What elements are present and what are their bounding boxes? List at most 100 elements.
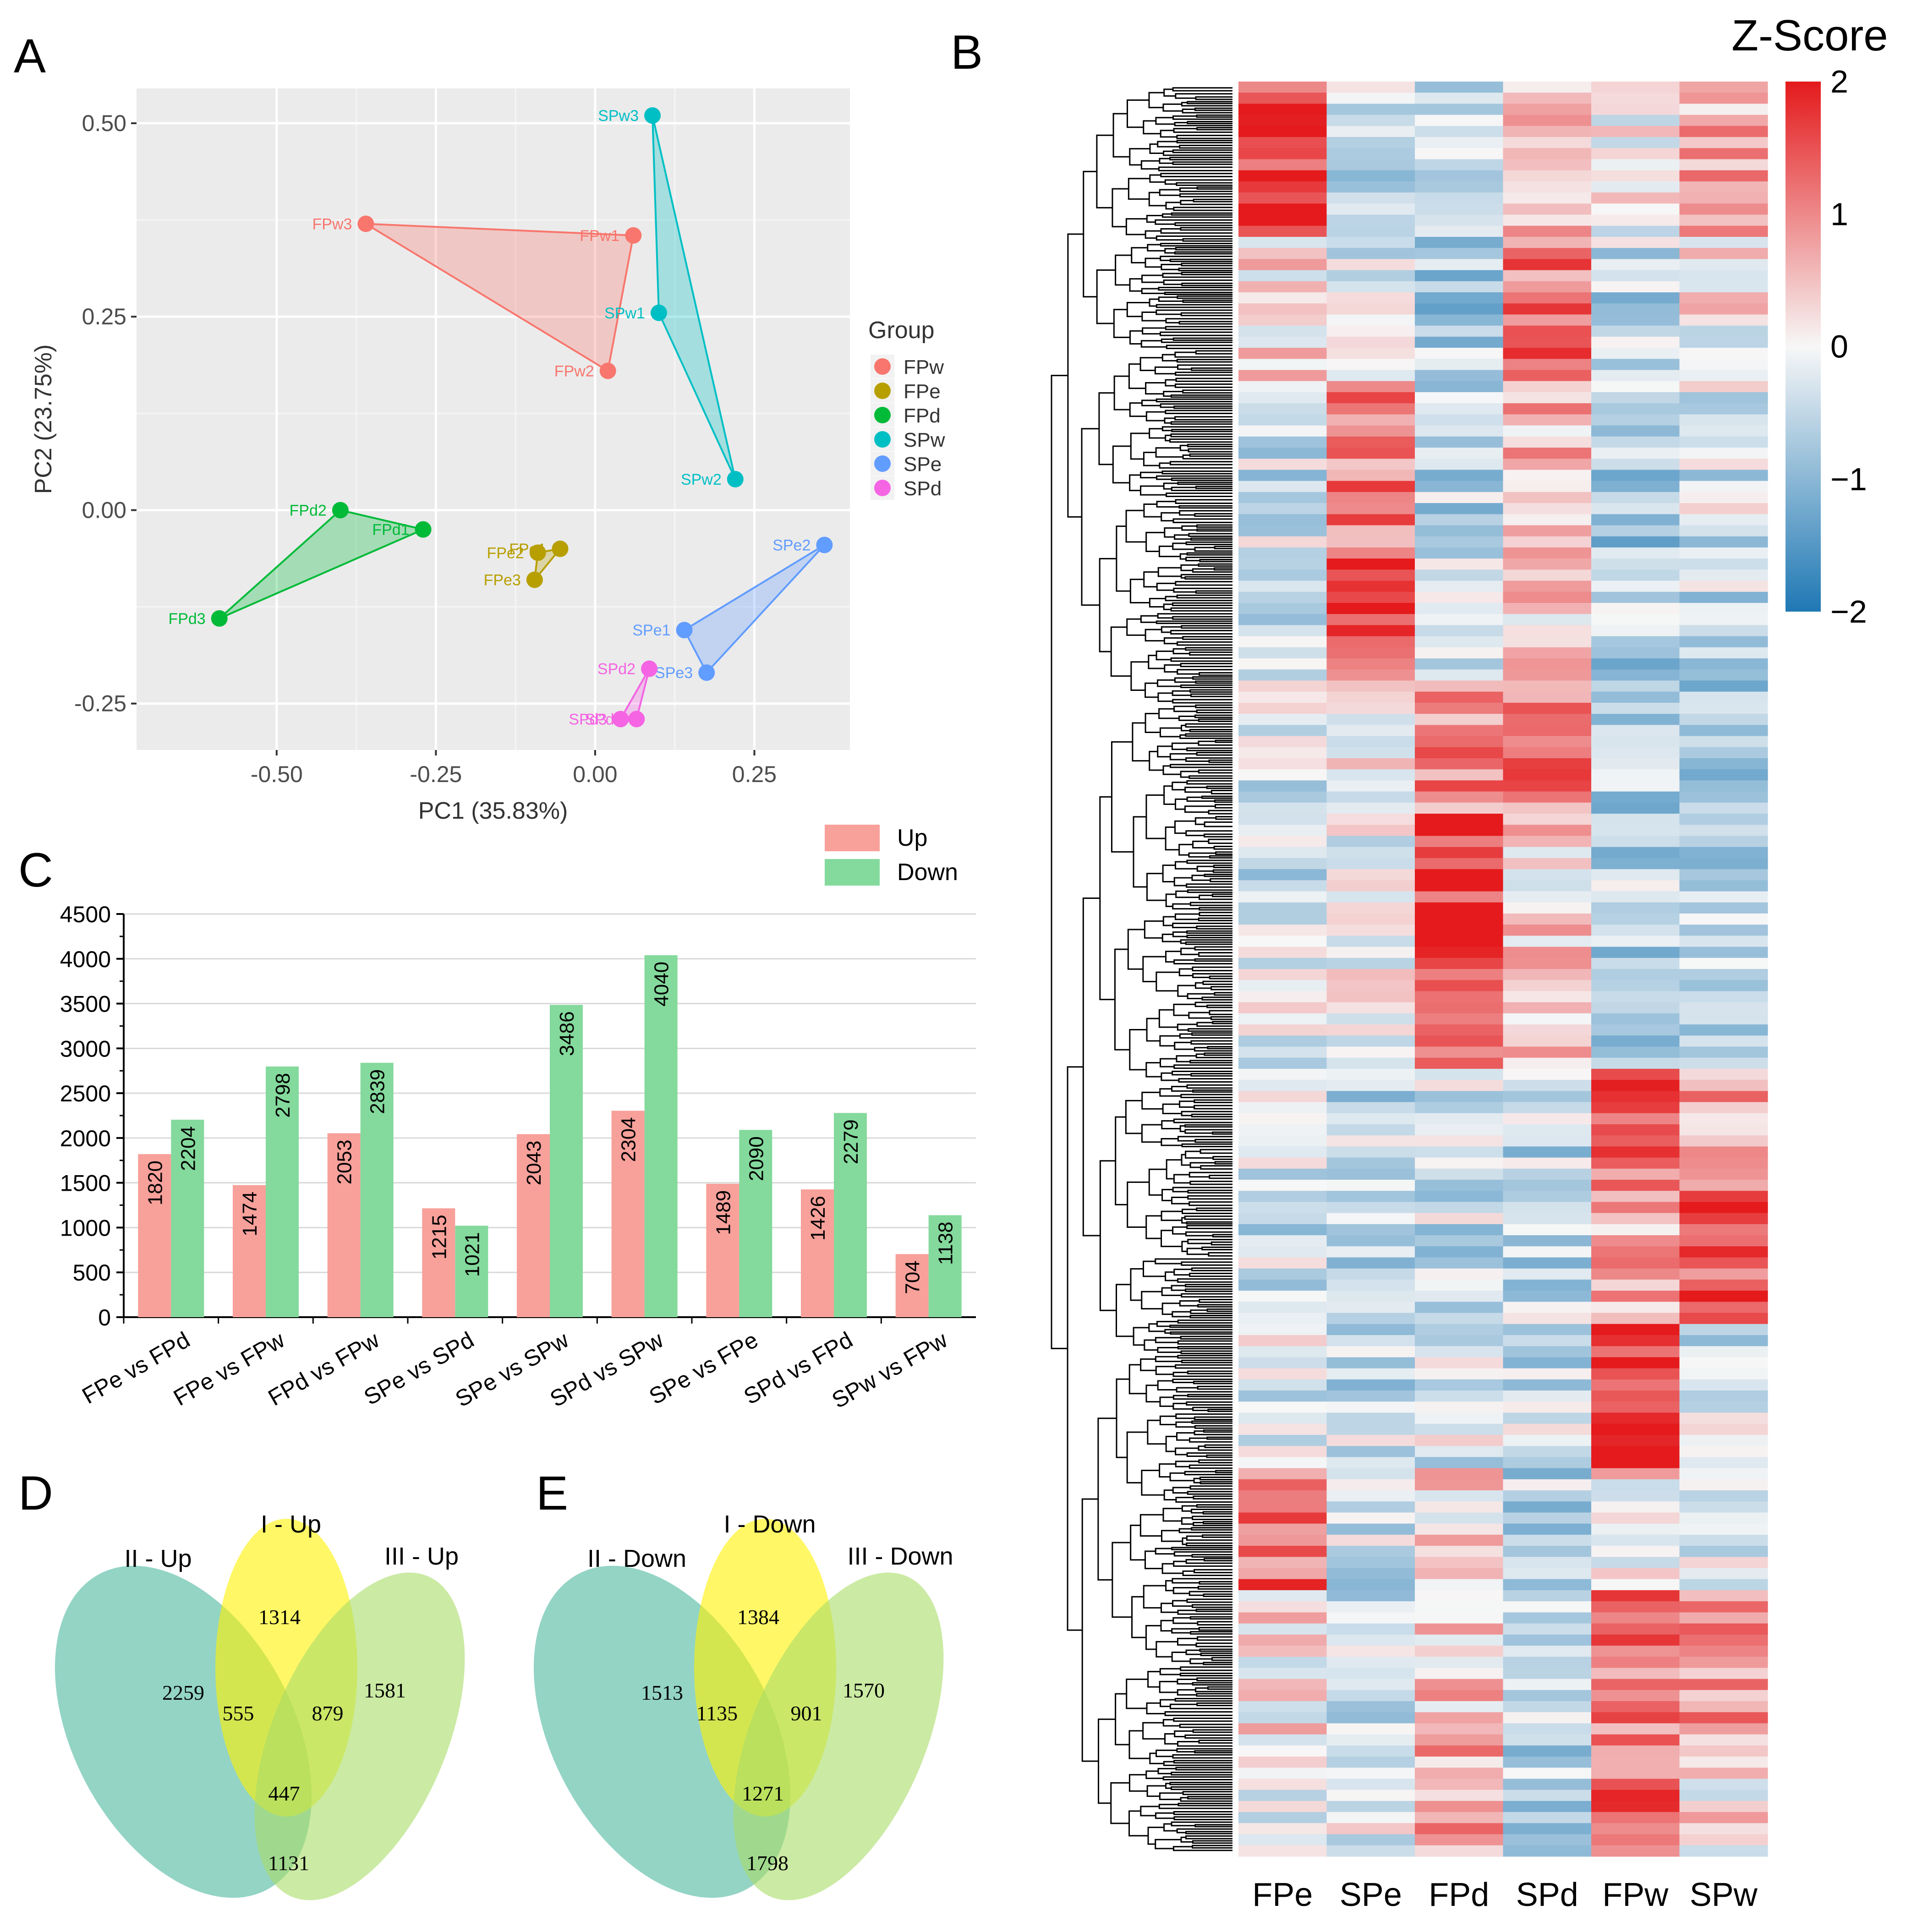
heatmap-cell: [1415, 236, 1504, 248]
heatmap-cell: [1415, 214, 1504, 226]
dendrogram-branch: [1187, 443, 1232, 448]
heatmap-cell: [1326, 802, 1415, 814]
dendrogram-branch: [1164, 248, 1176, 254]
dendrogram-branch: [1180, 662, 1232, 668]
heatmap-cell: [1238, 381, 1327, 393]
dendrogram-branch: [1212, 1234, 1232, 1237]
heatmap-cell: [1503, 525, 1592, 537]
dendrogram-branch: [1169, 258, 1232, 263]
heatmap-cell: [1326, 1468, 1415, 1480]
dendrogram-branch: [1193, 1522, 1232, 1527]
heatmap-cell: [1503, 1501, 1592, 1513]
heatmap-cell: [1679, 1501, 1768, 1513]
heatmap-cell: [1238, 348, 1327, 359]
heatmap-cell: [1591, 1490, 1680, 1502]
heatmap-cell: [1238, 436, 1327, 448]
dendrogram-branch: [1081, 428, 1100, 606]
heatmap-cell: [1326, 181, 1415, 193]
dendrogram-branch: [1186, 1598, 1232, 1603]
heatmap-cell: [1238, 536, 1327, 548]
heatmap-cell: [1503, 1768, 1592, 1779]
bar-y-tick-label: 4500: [60, 902, 111, 927]
dendrogram-branch: [1099, 796, 1115, 1001]
heatmap-cell: [1415, 1213, 1504, 1225]
heatmap-cell: [1238, 159, 1327, 171]
dendrogram-branch: [1198, 952, 1232, 957]
dendrogram-branch: [1147, 1671, 1161, 1688]
dendrogram-branch: [1171, 487, 1232, 491]
heatmap-cell: [1415, 602, 1504, 614]
heatmap-cell: [1415, 1246, 1504, 1258]
bar-legend-swatch-down: [825, 859, 880, 886]
heatmap-cell: [1503, 192, 1592, 204]
heatmap-cell: [1679, 1779, 1768, 1790]
heatmap-cell: [1238, 925, 1327, 936]
heatmap-cell: [1591, 1701, 1680, 1713]
heatmap-cell: [1415, 1346, 1504, 1358]
venn-region-count: 1271: [742, 1782, 784, 1805]
heatmap-cell: [1326, 747, 1415, 759]
dendrogram-branch: [1161, 1138, 1183, 1146]
heatmap-cell: [1679, 1523, 1768, 1535]
heatmap-cell: [1415, 1146, 1504, 1158]
heatmap-cell: [1238, 1080, 1327, 1091]
heatmap-cell: [1238, 758, 1327, 770]
bar-value-label: 4040: [651, 962, 673, 1007]
heatmap-cell: [1591, 1523, 1680, 1535]
dendrogram-branch: [1145, 230, 1161, 239]
dendrogram-branch: [1185, 541, 1232, 545]
dendrogram-branch: [1140, 1358, 1156, 1371]
dendrogram-branch: [1159, 1396, 1174, 1407]
pca-legend-swatch-FPe: [874, 383, 891, 399]
dendrogram-branch: [1204, 1444, 1232, 1448]
heatmap-cell: [1238, 1157, 1327, 1169]
heatmap-cell: [1503, 1812, 1592, 1823]
dendrogram-branch: [1198, 740, 1232, 746]
dendrogram-branch: [1196, 1207, 1232, 1211]
heatmap-cell: [1415, 1801, 1504, 1812]
heatmap-cell: [1503, 1135, 1592, 1147]
dendrogram-branch: [1175, 581, 1232, 586]
dendrogram-branch: [1178, 716, 1199, 721]
heatmap-cell: [1415, 1279, 1504, 1291]
heatmap-cell: [1238, 1113, 1327, 1125]
heatmap-cell: [1326, 1423, 1415, 1435]
heatmap-cell: [1679, 181, 1768, 193]
heatmap-cell: [1326, 1268, 1415, 1280]
zscore-scale-ticks: 210−1−2: [1830, 64, 1867, 629]
heatmap-cell: [1326, 1379, 1415, 1391]
bar-down: [550, 1005, 583, 1317]
heatmap-cell: [1503, 969, 1592, 980]
dendrogram-branch: [1156, 650, 1174, 661]
dendrogram-branch: [1197, 1636, 1232, 1641]
heatmap-cell: [1679, 481, 1768, 493]
heatmap-cell: [1503, 1634, 1592, 1646]
heatmap-cell: [1591, 1024, 1680, 1036]
heatmap-cell: [1238, 292, 1327, 304]
heatmap-cell: [1326, 1557, 1415, 1569]
heatmap-cell: [1238, 203, 1327, 215]
heatmap-cell: [1238, 680, 1327, 692]
heatmap-cell: [1591, 514, 1680, 526]
dendrogram-branch: [1184, 805, 1216, 813]
heatmap-cell: [1238, 1623, 1327, 1635]
dendrogram-branch: [1160, 228, 1232, 234]
dendrogram-branch: [1196, 925, 1232, 930]
heatmap-cell: [1326, 1002, 1415, 1014]
heatmap-cell: [1503, 1091, 1592, 1103]
heatmap-cell: [1503, 1523, 1592, 1535]
dendrogram-branch: [1112, 1542, 1132, 1618]
dendrogram-branch: [1165, 893, 1176, 907]
heatmap-cell: [1415, 1479, 1504, 1491]
dendrogram-branch: [1157, 692, 1173, 702]
heatmap-cell: [1503, 1534, 1592, 1546]
dendrogram-branch: [1164, 179, 1232, 185]
dendrogram-branch: [1179, 553, 1188, 560]
heatmap-cell: [1679, 436, 1768, 448]
dendrogram-branch: [1143, 120, 1161, 135]
heatmap-cell: [1679, 1790, 1768, 1801]
heatmap-cell: [1591, 1002, 1680, 1014]
dendrogram-branch: [1169, 1703, 1232, 1709]
heatmap-cell: [1326, 1135, 1415, 1147]
dendrogram-branch: [1179, 1672, 1232, 1676]
